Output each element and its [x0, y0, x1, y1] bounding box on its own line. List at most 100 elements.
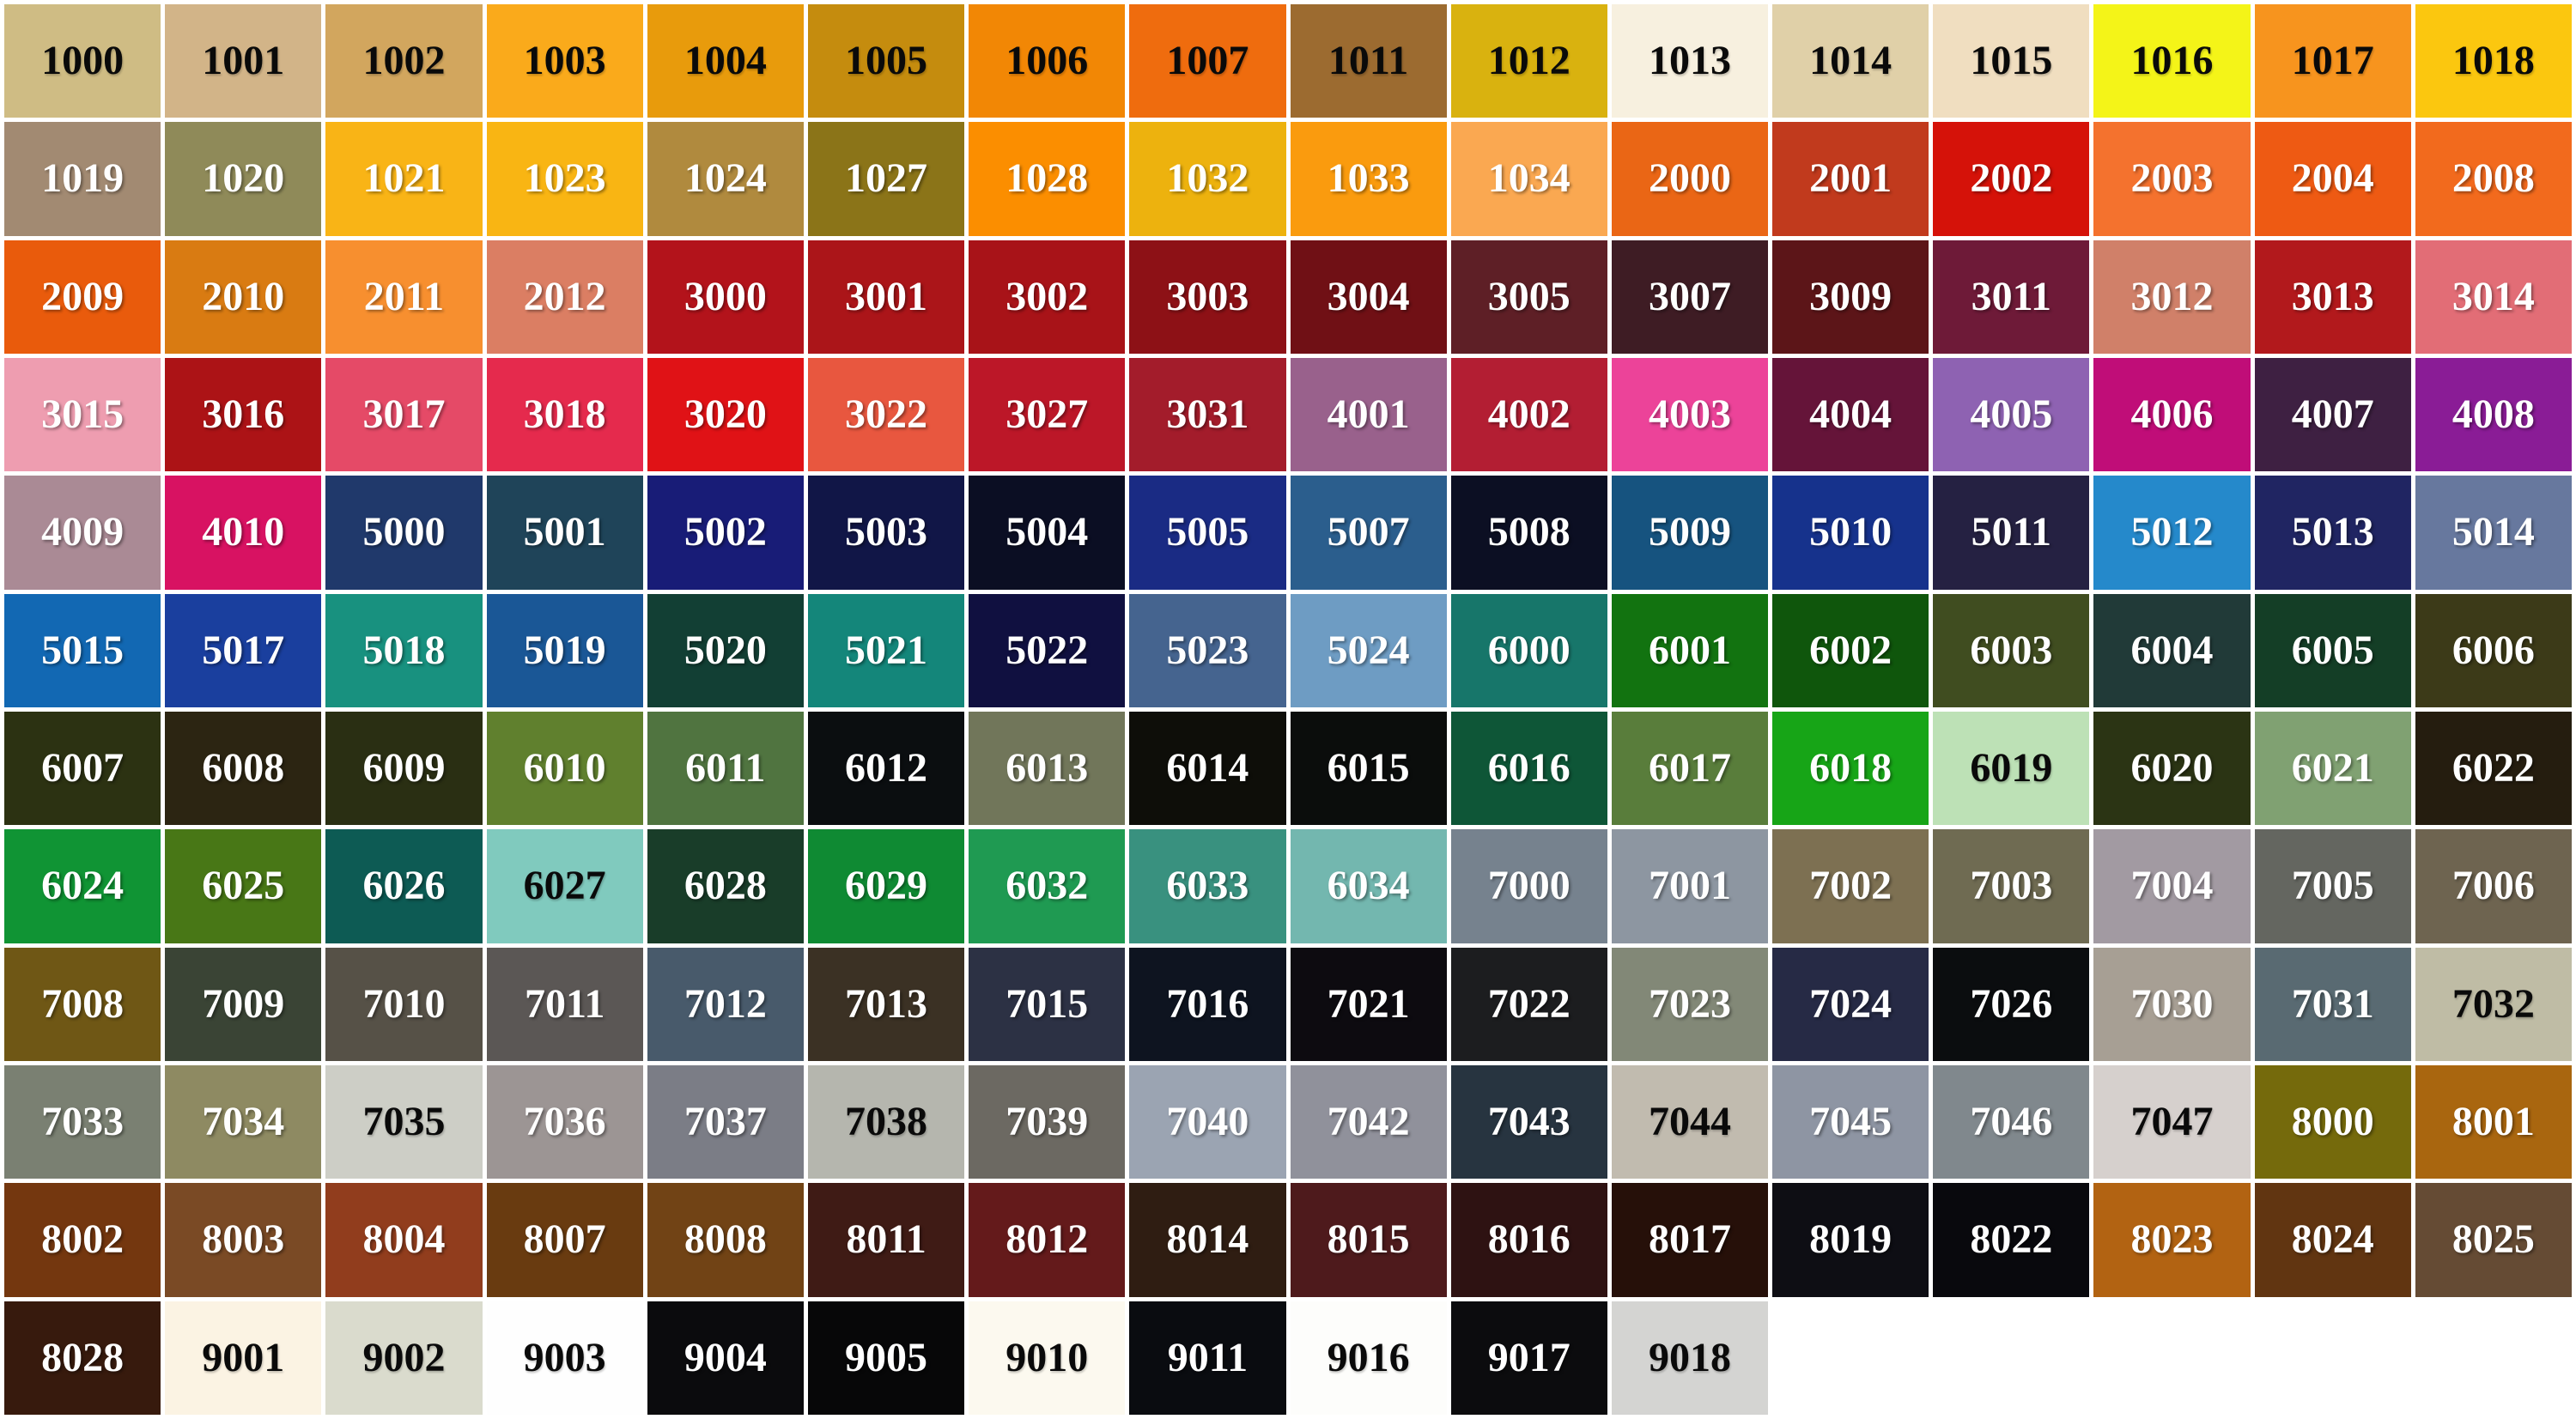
color-swatch-1000: 1000: [4, 4, 161, 118]
color-swatch-1028: 1028: [969, 122, 1126, 236]
color-swatch-7037: 7037: [647, 1064, 804, 1179]
color-swatch-3013: 3013: [2254, 240, 2411, 354]
color-swatch-5024: 5024: [1290, 593, 1447, 707]
color-swatch-3003: 3003: [1129, 240, 1286, 354]
color-swatch-5020: 5020: [647, 593, 804, 707]
empty-cell: [2093, 1301, 2250, 1415]
color-swatch-6011: 6011: [647, 711, 804, 826]
color-swatch-1033: 1033: [1290, 122, 1447, 236]
color-swatch-5000: 5000: [325, 476, 483, 590]
color-swatch-7000: 7000: [1450, 829, 1607, 943]
color-swatch-3017: 3017: [325, 357, 483, 472]
color-swatch-3014: 3014: [2415, 240, 2572, 354]
color-swatch-8028: 8028: [4, 1301, 161, 1415]
color-swatch-7047: 7047: [2093, 1064, 2251, 1179]
color-swatch-9017: 9017: [1450, 1301, 1607, 1415]
color-swatch-4010: 4010: [165, 476, 322, 590]
color-swatch-5003: 5003: [807, 476, 965, 590]
color-swatch-5007: 5007: [1290, 476, 1447, 590]
color-swatch-6016: 6016: [1450, 711, 1607, 826]
color-swatch-7024: 7024: [1772, 947, 1929, 1061]
color-swatch-1017: 1017: [2254, 4, 2411, 118]
color-swatch-6026: 6026: [325, 829, 483, 943]
color-swatch-1024: 1024: [647, 122, 804, 236]
color-swatch-6020: 6020: [2093, 711, 2251, 826]
color-swatch-1023: 1023: [486, 122, 643, 236]
color-swatch-1002: 1002: [325, 4, 483, 118]
color-swatch-7021: 7021: [1290, 947, 1447, 1061]
color-swatch-7031: 7031: [2254, 947, 2411, 1061]
color-swatch-5001: 5001: [486, 476, 643, 590]
color-swatch-2011: 2011: [325, 240, 483, 354]
color-swatch-1032: 1032: [1129, 122, 1286, 236]
color-swatch-9003: 9003: [486, 1301, 643, 1415]
color-swatch-8003: 8003: [165, 1183, 322, 1297]
color-swatch-5013: 5013: [2254, 476, 2411, 590]
color-swatch-4007: 4007: [2254, 357, 2411, 472]
color-swatch-2012: 2012: [486, 240, 643, 354]
color-swatch-8017: 8017: [1611, 1183, 1769, 1297]
color-swatch-5015: 5015: [4, 593, 161, 707]
color-swatch-4005: 4005: [1933, 357, 2090, 472]
color-swatch-6000: 6000: [1450, 593, 1607, 707]
color-swatch-6006: 6006: [2415, 593, 2572, 707]
color-swatch-7030: 7030: [2093, 947, 2251, 1061]
color-swatch-6012: 6012: [807, 711, 965, 826]
color-swatch-9001: 9001: [165, 1301, 322, 1415]
color-swatch-7016: 7016: [1129, 947, 1286, 1061]
color-swatch-3022: 3022: [807, 357, 965, 472]
color-swatch-7043: 7043: [1450, 1064, 1607, 1179]
color-swatch-5010: 5010: [1772, 476, 1929, 590]
color-swatch-9018: 9018: [1611, 1301, 1769, 1415]
color-swatch-8004: 8004: [325, 1183, 483, 1297]
color-swatch-5011: 5011: [1933, 476, 2090, 590]
color-swatch-6028: 6028: [647, 829, 804, 943]
color-swatch-6001: 6001: [1611, 593, 1769, 707]
color-swatch-4002: 4002: [1450, 357, 1607, 472]
color-swatch-2010: 2010: [165, 240, 322, 354]
color-swatch-7001: 7001: [1611, 829, 1769, 943]
color-swatch-3020: 3020: [647, 357, 804, 472]
color-swatch-7010: 7010: [325, 947, 483, 1061]
color-swatch-2009: 2009: [4, 240, 161, 354]
color-swatch-8000: 8000: [2254, 1064, 2411, 1179]
color-swatch-7013: 7013: [807, 947, 965, 1061]
color-swatch-5009: 5009: [1611, 476, 1769, 590]
color-swatch-6007: 6007: [4, 711, 161, 826]
color-swatch-7006: 7006: [2415, 829, 2572, 943]
color-swatch-7032: 7032: [2415, 947, 2572, 1061]
color-swatch-5018: 5018: [325, 593, 483, 707]
color-swatch-6008: 6008: [165, 711, 322, 826]
color-swatch-1007: 1007: [1129, 4, 1286, 118]
color-swatch-2000: 2000: [1611, 122, 1769, 236]
ral-color-grid: 1000 1001 1002 1003 1004 1005 1006 1007 1011 1012…: [4, 4, 2572, 1415]
color-swatch-1021: 1021: [325, 122, 483, 236]
color-swatch-1006: 1006: [969, 4, 1126, 118]
color-swatch-2003: 2003: [2093, 122, 2251, 236]
color-swatch-2001: 2001: [1772, 122, 1929, 236]
color-swatch-6019: 6019: [1933, 711, 2090, 826]
color-swatch-3027: 3027: [969, 357, 1126, 472]
color-swatch-8008: 8008: [647, 1183, 804, 1297]
color-swatch-6021: 6021: [2254, 711, 2411, 826]
color-swatch-3012: 3012: [2093, 240, 2251, 354]
color-swatch-6022: 6022: [2415, 711, 2572, 826]
color-swatch-7034: 7034: [165, 1064, 322, 1179]
color-swatch-9002: 9002: [325, 1301, 483, 1415]
color-swatch-6015: 6015: [1290, 711, 1447, 826]
color-swatch-7035: 7035: [325, 1064, 483, 1179]
color-swatch-6005: 6005: [2254, 593, 2411, 707]
color-swatch-7023: 7023: [1611, 947, 1769, 1061]
color-swatch-2008: 2008: [2415, 122, 2572, 236]
color-swatch-8002: 8002: [4, 1183, 161, 1297]
color-swatch-5023: 5023: [1129, 593, 1286, 707]
color-swatch-7045: 7045: [1772, 1064, 1929, 1179]
color-swatch-4001: 4001: [1290, 357, 1447, 472]
color-swatch-6033: 6033: [1129, 829, 1286, 943]
color-swatch-6010: 6010: [486, 711, 643, 826]
color-swatch-7042: 7042: [1290, 1064, 1447, 1179]
color-swatch-7004: 7004: [2093, 829, 2251, 943]
color-swatch-1020: 1020: [165, 122, 322, 236]
color-swatch-9010: 9010: [969, 1301, 1126, 1415]
color-swatch-9016: 9016: [1290, 1301, 1447, 1415]
